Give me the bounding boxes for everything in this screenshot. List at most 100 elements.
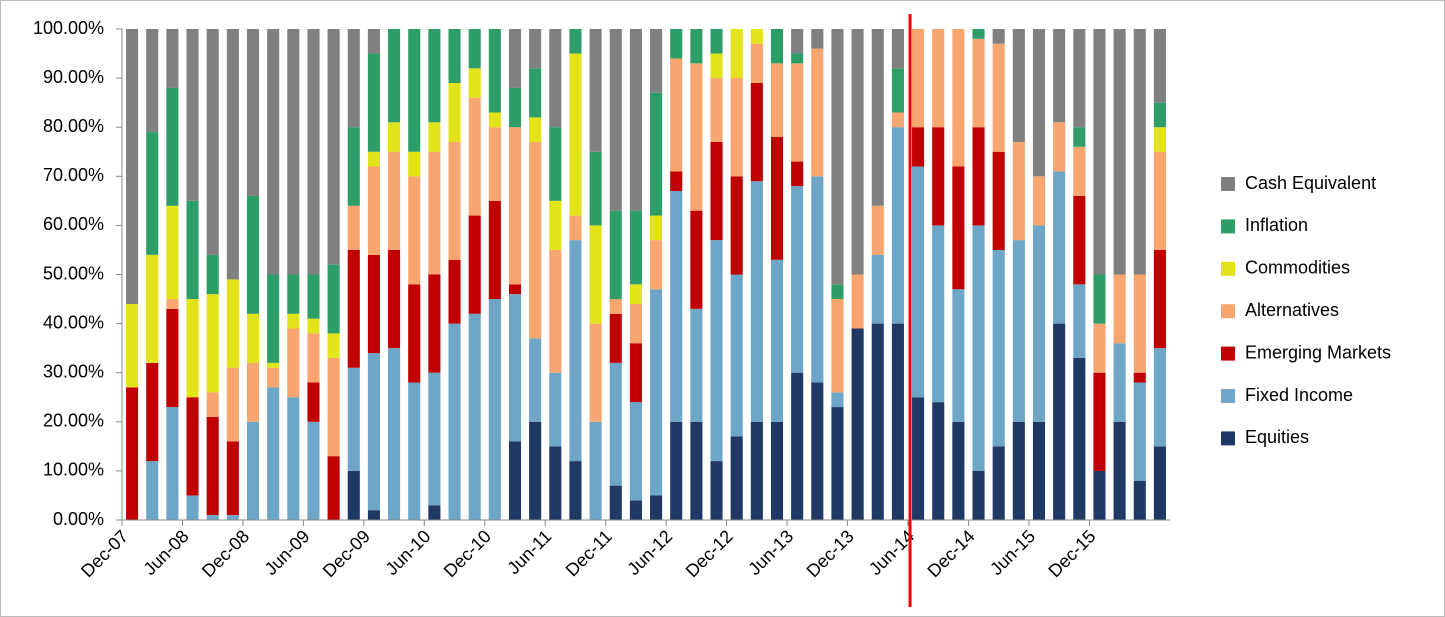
bar-segment — [508, 127, 522, 285]
bar-segment — [750, 29, 763, 44]
bar-segment — [206, 29, 219, 255]
bar-segment — [287, 328, 300, 398]
bar-segment — [670, 191, 683, 422]
legend-swatch — [1221, 389, 1235, 403]
bar-segment — [589, 151, 602, 226]
bar-segment — [267, 274, 280, 363]
bar-segment — [811, 29, 824, 49]
bar-segment — [246, 195, 260, 314]
bar-segment — [206, 254, 219, 295]
bar-segment — [992, 43, 1005, 152]
bar-segment — [690, 421, 703, 520]
bar-segment — [226, 515, 239, 520]
bar-segment — [327, 29, 340, 265]
bar-segment — [730, 78, 743, 177]
y-tick-label: 10.00% — [43, 460, 104, 480]
bar-segment — [690, 210, 703, 309]
bar-segment — [992, 29, 1005, 44]
bar-segment — [710, 78, 723, 142]
bar-segment — [992, 249, 1005, 447]
bar-segment — [992, 446, 1005, 520]
bar-segment — [1073, 195, 1086, 285]
bar-segment — [1093, 29, 1106, 275]
bar-segment — [629, 303, 642, 344]
bar-segment — [1073, 284, 1086, 358]
bar-segment — [1113, 421, 1126, 520]
bar-segment — [428, 274, 441, 373]
bar-segment — [710, 29, 723, 54]
bar-segment — [811, 176, 824, 383]
bar-segment — [448, 83, 461, 142]
bar-segment — [367, 166, 380, 255]
bar-segment — [952, 166, 965, 290]
bar-segment — [529, 68, 542, 118]
bar-segment — [468, 313, 481, 520]
bar-segment — [589, 225, 602, 324]
bar-segment — [287, 313, 300, 329]
bar-segment — [468, 97, 481, 216]
y-tick-label: 20.00% — [43, 411, 104, 431]
bar-segment — [750, 83, 763, 182]
bar-segment — [327, 357, 340, 457]
bar-segment — [650, 29, 663, 93]
bar-segment — [629, 210, 642, 285]
y-tick-label: 30.00% — [43, 361, 104, 381]
bar-segment — [186, 495, 199, 520]
bar-segment — [226, 279, 239, 368]
bar-segment — [488, 29, 501, 113]
bar-segment — [1053, 29, 1066, 123]
bar-segment — [569, 461, 582, 520]
bar-segment — [1073, 357, 1086, 520]
bar-segment — [1053, 323, 1066, 520]
bar-segment — [1093, 323, 1106, 373]
bar-segment — [307, 318, 320, 334]
bar-segment — [327, 456, 340, 520]
bar-segment — [126, 387, 139, 520]
bar-segment — [791, 53, 804, 64]
bar-segment — [831, 392, 844, 408]
bar-segment — [448, 323, 461, 520]
bar-segment — [347, 249, 360, 368]
bar-segment — [166, 87, 179, 206]
bar-segment — [831, 284, 844, 300]
bar-segment — [972, 127, 985, 226]
bar-segment — [831, 29, 844, 285]
bar-segment — [791, 29, 804, 54]
bar-segment — [589, 29, 602, 152]
bar-segment — [589, 323, 602, 422]
bar-segment — [912, 397, 925, 520]
bar-segment — [367, 254, 380, 354]
legend-label: Fixed Income — [1245, 385, 1353, 405]
bar-segment — [267, 362, 280, 368]
bar-segment — [226, 441, 239, 516]
bar-segment — [367, 151, 380, 167]
bar-segment — [1012, 29, 1025, 142]
bar-segment — [347, 367, 360, 471]
bar-segment — [609, 313, 622, 363]
bar-segment — [871, 205, 884, 255]
legend-swatch — [1221, 177, 1235, 191]
bar-segment — [428, 151, 441, 275]
bar-segment — [549, 127, 562, 201]
bar-segment — [408, 382, 421, 520]
bar-segment — [972, 29, 985, 39]
bar-segment — [690, 308, 703, 422]
bar-segment — [508, 294, 522, 442]
bar-segment — [1153, 127, 1166, 152]
bar-segment — [770, 63, 784, 138]
bar-segment — [186, 29, 199, 201]
bar-segment — [529, 338, 542, 422]
bar-segment — [549, 372, 562, 447]
bar-segment — [1133, 480, 1146, 520]
bar-segment — [388, 122, 401, 152]
bar-segment — [730, 436, 743, 520]
bar-segment — [670, 29, 683, 59]
bar-segment — [1153, 446, 1166, 520]
bar-segment — [367, 29, 380, 54]
bar-segment — [549, 200, 562, 250]
bar-segment — [831, 407, 844, 520]
bar-segment — [1073, 127, 1086, 147]
legend-label: Alternatives — [1245, 300, 1339, 320]
bar-segment — [811, 382, 824, 520]
bar-segment — [428, 505, 441, 520]
